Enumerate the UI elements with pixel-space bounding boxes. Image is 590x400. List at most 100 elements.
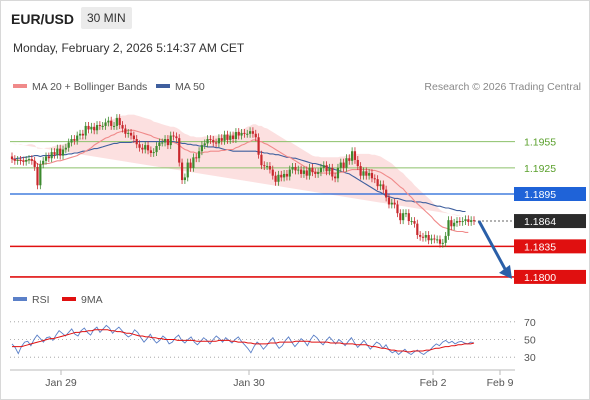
candle-bear	[124, 128, 127, 134]
candle-bull	[390, 202, 393, 205]
candle-bear	[141, 147, 144, 150]
candle-bear	[175, 136, 178, 139]
support-label: 1.1835	[524, 241, 556, 253]
chart-header: EUR/USD 30 MIN	[0, 6, 590, 32]
candle-bull	[78, 133, 82, 136]
candle-bull	[70, 139, 73, 143]
candle-bear	[257, 137, 260, 155]
candle-bear	[22, 160, 25, 162]
candle-bull	[84, 125, 87, 136]
candle-bear	[73, 139, 76, 141]
candle-bull	[203, 143, 206, 146]
candles	[10, 114, 476, 248]
rsi-ma-legend-swatch	[62, 297, 76, 301]
candle-bear	[237, 132, 240, 136]
candle-bear	[132, 135, 135, 140]
timeframe-badge[interactable]: 30 MIN	[81, 7, 132, 29]
candle-bull	[104, 122, 107, 126]
candle-bear	[166, 139, 169, 146]
candle-bull	[61, 149, 65, 156]
time-tick-label: Jan 30	[233, 377, 265, 389]
candle-bull	[112, 125, 116, 127]
ma50-legend-label: MA 50	[175, 81, 205, 93]
candle-bear	[226, 134, 229, 140]
candle-bear	[260, 154, 263, 166]
candle-bull	[144, 145, 147, 150]
candle-bull	[152, 152, 155, 154]
candle-bear	[438, 239, 442, 244]
candle-bear	[254, 133, 257, 138]
candle-bear	[209, 139, 212, 141]
candle-bear	[356, 159, 359, 167]
candle-bear	[118, 118, 121, 126]
candle-bear	[263, 165, 266, 167]
candle-bear	[421, 236, 425, 238]
candle-bear	[30, 159, 33, 161]
candle-bear	[33, 160, 36, 167]
candle-bear	[472, 220, 476, 222]
candle-bull	[328, 167, 331, 172]
candle-bull	[246, 133, 249, 135]
candle-bear	[81, 133, 84, 136]
support-label: 1.1800	[524, 272, 556, 284]
candle-bear	[146, 145, 150, 151]
candle-bear	[331, 167, 334, 177]
candle-bear	[138, 144, 141, 148]
candle-bull	[302, 170, 306, 174]
candle-bull	[308, 167, 311, 176]
candle-bear	[353, 151, 357, 160]
candle-bull	[223, 134, 226, 141]
candle-bear	[396, 204, 399, 214]
candle-bull	[447, 220, 450, 236]
candle-bear	[53, 152, 56, 155]
candle-bull	[64, 147, 67, 150]
forecast-arrow	[477, 220, 512, 279]
candle-bear	[243, 132, 246, 134]
candle-bull	[470, 220, 473, 222]
candle-bull	[229, 135, 232, 140]
candle-bull	[39, 164, 42, 186]
rsi-tick-label: 50	[524, 335, 536, 347]
candle-bear	[195, 157, 198, 159]
chart-datetime: Monday, February 2, 2026 5:14:37 AM CET	[13, 41, 245, 55]
candle-bull	[50, 152, 53, 159]
ma50-legend-swatch	[156, 84, 170, 88]
candle-bull	[336, 167, 340, 179]
time-tick-label: Feb 9	[487, 377, 514, 389]
last-price-label: 1.1864	[524, 216, 556, 228]
candle-bear	[373, 178, 376, 180]
candle-bear	[342, 162, 345, 168]
candle-bull	[42, 160, 45, 165]
candle-bull	[455, 221, 459, 223]
candle-bull	[444, 235, 447, 243]
candle-bear	[393, 202, 396, 205]
support-label-box	[514, 269, 586, 284]
candle-bear	[10, 156, 14, 160]
forecast-arrow-shaft	[477, 220, 507, 270]
bollinger-band	[12, 114, 469, 217]
candle-bull	[265, 166, 269, 168]
last-price-label-box	[514, 214, 586, 229]
candle-bull	[319, 167, 323, 173]
candle-bear	[47, 156, 50, 159]
candle-bull	[192, 157, 195, 168]
ma20-line	[11, 129, 469, 233]
candle-bull	[297, 169, 300, 171]
candle-bull	[56, 148, 59, 155]
candle-bear	[129, 132, 133, 136]
candle-bull	[101, 125, 104, 127]
candle-bull	[322, 165, 325, 168]
candle-bull	[288, 169, 291, 177]
candle-bear	[311, 167, 314, 173]
pivot-label-box	[514, 187, 586, 201]
candle-bull	[424, 235, 427, 238]
candle-bear	[413, 221, 416, 224]
candle-bear	[121, 125, 124, 129]
candle-bull	[345, 158, 348, 168]
time-tick-label: Jan 29	[45, 377, 77, 389]
candle-bear	[458, 221, 461, 223]
candle-bull	[436, 239, 439, 241]
candle-bull	[197, 151, 201, 159]
